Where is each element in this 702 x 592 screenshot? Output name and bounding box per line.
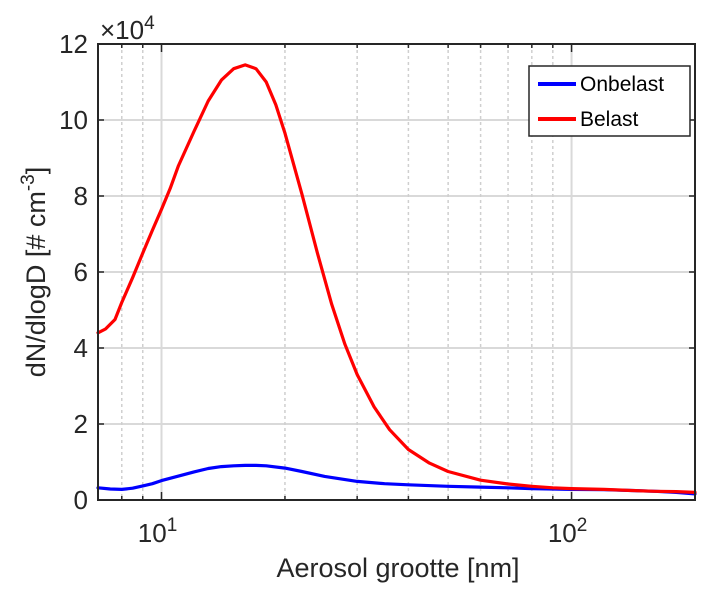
y-tick-label: 8 — [74, 181, 88, 211]
x-tick-label: 102 — [548, 515, 588, 548]
x-tick-label-exponent: 2 — [577, 515, 588, 536]
y-tick-label: 10 — [59, 105, 88, 135]
grid — [98, 44, 695, 500]
y-multiplier-exponent: 4 — [144, 13, 155, 34]
x-tick-label: 101 — [138, 515, 178, 548]
x-tick-label-base: 10 — [138, 518, 167, 548]
legend-label-onbelast: Onbelast — [580, 73, 664, 96]
y-tick-label: 12 — [59, 29, 88, 59]
x-tick-label-base: 10 — [548, 518, 577, 548]
y-tick-label: 4 — [74, 333, 88, 363]
y-tick-label: 6 — [74, 257, 88, 287]
y-axis-label-close: ] — [21, 167, 51, 175]
x-tick-label-exponent: 1 — [167, 515, 178, 536]
series-lines — [96, 63, 697, 496]
x-axis-label: Aerosol grootte [nm] — [276, 553, 519, 583]
y-multiplier-base: ×10 — [100, 15, 144, 45]
legend: Onbelast Belast — [528, 65, 691, 137]
y-tick-label: 2 — [74, 409, 88, 439]
y-tick-label: 0 — [74, 485, 88, 515]
y-axis-label: dN/dlogD [# cm-3] — [18, 167, 51, 378]
y-axis-label-main: dN/dlogD [# cm — [21, 191, 51, 377]
y-axis-label-exponent: -3 — [18, 174, 39, 191]
legend-box — [528, 65, 691, 137]
series-line-belast — [96, 63, 697, 494]
y-multiplier-label: ×104 — [100, 13, 155, 45]
legend-label-belast: Belast — [580, 108, 639, 131]
